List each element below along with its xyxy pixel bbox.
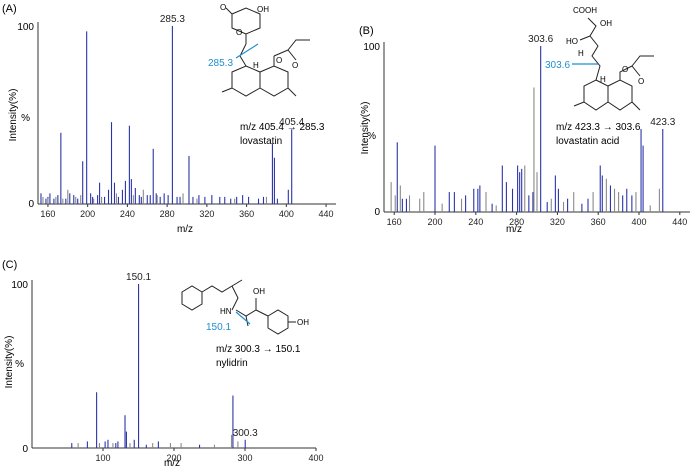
x-tick-label-b: 200 xyxy=(427,217,442,227)
y-unit-a: % xyxy=(21,113,30,124)
struct-oh-c: OH xyxy=(253,287,265,296)
lovastatin-structure xyxy=(221,7,310,97)
x-tick-label-b: 400 xyxy=(631,217,646,227)
x-tick-label-b: 240 xyxy=(468,217,483,227)
fragment-label-c: 150.1 xyxy=(206,322,231,333)
fragment-arrow-a xyxy=(235,43,259,59)
struct-oh1-b: OH xyxy=(600,19,612,28)
struct-o3-a: O xyxy=(276,56,282,65)
y-axis-label-b: Intensity(%) xyxy=(360,102,371,155)
x-tick-label-a: 400 xyxy=(279,209,294,219)
peak-label-c: 150.1 xyxy=(126,272,151,283)
x-tick-label-b: 160 xyxy=(387,217,402,227)
x-tick-label-a: 280 xyxy=(160,209,175,219)
struct-h2-b: H xyxy=(600,75,606,84)
x-tick-label-a: 320 xyxy=(199,209,214,219)
x-axis-label-c: m/z xyxy=(164,458,180,468)
struct-o2-b: O xyxy=(638,77,644,86)
struct-oh2-b: HO xyxy=(566,37,578,46)
struct-hn-c: HN xyxy=(220,307,232,316)
y-tick-100-a: 100 xyxy=(17,22,34,33)
x-tick-label-a: 160 xyxy=(40,209,55,219)
x-tick-label-b: 360 xyxy=(591,217,606,227)
x-tick-label-c: 300 xyxy=(237,453,252,463)
peak-label-b: 303.6 xyxy=(528,34,553,45)
fragment-arrow-c xyxy=(235,311,251,325)
y-unit-c: % xyxy=(15,359,24,370)
compound-name-a: lovastatin xyxy=(240,136,282,147)
peak-label-a: 405.4 xyxy=(279,117,304,128)
x-tick-label-a: 200 xyxy=(80,209,95,219)
lovastatin-acid-structure xyxy=(573,17,654,111)
y-unit-b: % xyxy=(367,131,376,142)
transition-b: m/z 423.3 → 303.6 xyxy=(556,122,641,133)
y-axis-label-c: Intensity(%) xyxy=(4,336,15,389)
transition-a: m/z 405.4 → 285.3 xyxy=(240,122,325,133)
y-tick-0-c: 0 xyxy=(22,444,28,455)
struct-o1-b: O xyxy=(622,65,628,74)
peak-label-a: 285.3 xyxy=(160,14,185,25)
compound-name-b: lovastatin acid xyxy=(556,136,619,147)
struct-o1-a: O xyxy=(220,3,226,12)
y-tick-0-a: 0 xyxy=(28,199,34,210)
struct-oh-a: OH xyxy=(257,5,269,14)
struct-cooh-b: COOH xyxy=(573,6,597,15)
fragment-label-a: 285.3 xyxy=(208,58,233,69)
y-axis-label-a: Intensity(%) xyxy=(8,89,19,142)
x-tick-label-a: 360 xyxy=(239,209,254,219)
plot-area-c: 100 200 300 400 150.1 300.3 xyxy=(31,272,324,463)
struct-o4-a: O xyxy=(292,61,298,70)
x-axis-label-b: m/z xyxy=(506,224,522,235)
plot-area-b: 160 200 240 280 320 360 400 440 303.6 423.3 xyxy=(383,34,690,227)
x-axis-label-a: m/z xyxy=(177,224,193,235)
panel-label-c: (C) xyxy=(2,259,17,271)
transition-c: m/z 300.3 → 150.1 xyxy=(216,344,301,355)
x-tick-label-b: 320 xyxy=(550,217,565,227)
x-tick-label-b: 440 xyxy=(672,217,687,227)
y-tick-100-b: 100 xyxy=(363,42,380,53)
y-tick-0-b: 0 xyxy=(374,207,380,218)
struct-ho-c: OH xyxy=(297,318,309,327)
y-tick-100-c: 100 xyxy=(11,280,28,291)
compound-name-c: nylidrin xyxy=(216,358,248,369)
x-tick-label-c: 200 xyxy=(166,453,181,463)
x-tick-label-c: 100 xyxy=(95,453,110,463)
x-tick-label-a: 240 xyxy=(120,209,135,219)
peak-label-b: 423.3 xyxy=(650,117,675,128)
panel-label-b: (B) xyxy=(359,25,374,37)
plot-area-a: 160 200 240 280 320 360 400 440 285.3 405.4 xyxy=(37,14,336,219)
struct-h1-b: H xyxy=(578,49,584,58)
x-tick-label-c: 400 xyxy=(308,453,323,463)
peak-label-c: 300.3 xyxy=(233,428,258,439)
nylidrin-structure xyxy=(181,279,296,335)
x-tick-label-a: 440 xyxy=(319,209,334,219)
fragment-label-b: 303.6 xyxy=(545,60,570,71)
panel-label-a: (A) xyxy=(2,3,17,15)
struct-o2-a: O xyxy=(236,28,242,37)
struct-h-a: H xyxy=(253,61,259,70)
x-tick-label-b: 280 xyxy=(509,217,524,227)
